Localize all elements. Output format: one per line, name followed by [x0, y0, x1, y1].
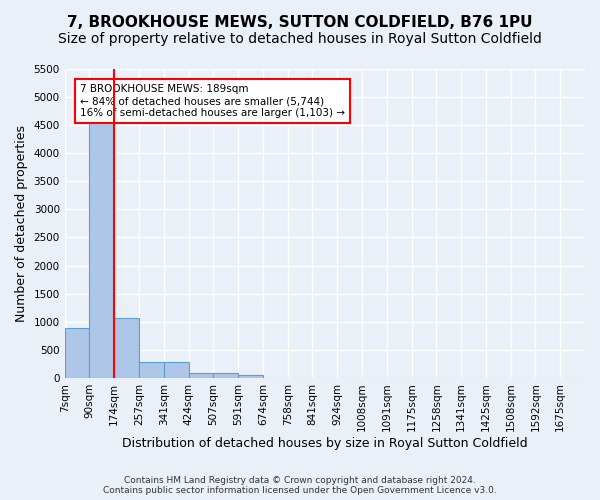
Bar [164, 362, 188, 378]
Text: 7, BROOKHOUSE MEWS, SUTTON COLDFIELD, B76 1PU: 7, BROOKHOUSE MEWS, SUTTON COLDFIELD, B7… [67, 15, 533, 30]
Text: Contains HM Land Registry data © Crown copyright and database right 2024.
Contai: Contains HM Land Registry data © Crown c… [103, 476, 497, 495]
Text: Size of property relative to detached houses in Royal Sutton Coldfield: Size of property relative to detached ho… [58, 32, 542, 46]
Bar [114, 318, 139, 378]
Bar [139, 362, 164, 378]
Bar [214, 373, 238, 378]
Bar [65, 328, 89, 378]
Y-axis label: Number of detached properties: Number of detached properties [15, 125, 28, 322]
Text: 7 BROOKHOUSE MEWS: 189sqm
← 84% of detached houses are smaller (5,744)
16% of se: 7 BROOKHOUSE MEWS: 189sqm ← 84% of detac… [80, 84, 345, 117]
Bar [89, 122, 114, 378]
Bar [188, 373, 214, 378]
X-axis label: Distribution of detached houses by size in Royal Sutton Coldfield: Distribution of detached houses by size … [122, 437, 527, 450]
Bar [238, 375, 263, 378]
